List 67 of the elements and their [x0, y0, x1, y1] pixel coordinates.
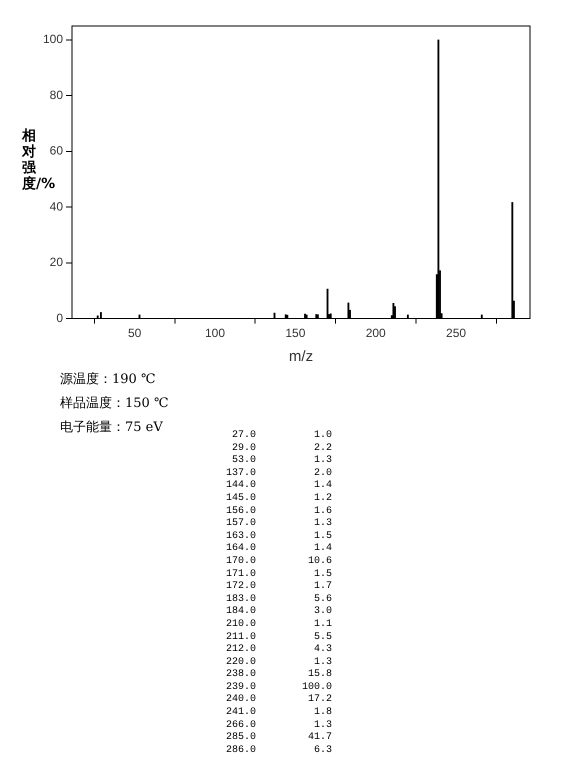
- text: 1.7: [312, 581, 332, 594]
- x-tick-label: 150: [285, 326, 306, 340]
- text: 171.0: [224, 568, 256, 581]
- text: 212.0: [224, 644, 256, 657]
- x-tick-label: 250: [446, 326, 466, 340]
- text: 1.3: [312, 518, 332, 531]
- text: 5.6: [312, 594, 332, 606]
- text: 源温度：190 ℃: [60, 371, 156, 389]
- text: 100.0: [300, 682, 332, 694]
- y-tick-label: 20: [50, 255, 64, 270]
- text: 样品温度：150 ℃: [60, 395, 168, 413]
- text: 211.0: [224, 632, 256, 644]
- text: 1.6: [312, 506, 332, 518]
- text: 41.7: [306, 732, 332, 745]
- text: 241.0: [224, 707, 256, 720]
- text: 1.4: [312, 480, 332, 493]
- text: 1.5: [312, 530, 332, 543]
- x-tick-label: 200: [366, 326, 386, 340]
- x-axis-title: m/z: [288, 348, 314, 366]
- text: 184.0: [224, 606, 256, 619]
- text: 210.0: [224, 618, 256, 632]
- text: 电子能量：75 eV: [60, 419, 164, 437]
- text: 163.0: [224, 530, 256, 543]
- text: 285.0: [224, 732, 256, 745]
- text: 172.0: [224, 581, 256, 594]
- text: 1.2: [312, 492, 332, 506]
- text: 1.3: [312, 720, 332, 732]
- y-tick-label: 100: [42, 32, 64, 46]
- y-tick-label: 40: [50, 199, 64, 214]
- text: 1.4: [312, 543, 332, 556]
- text: 164.0: [224, 543, 256, 556]
- text: 10.6: [306, 556, 332, 569]
- text: 145.0: [224, 492, 256, 506]
- text: 17.2: [306, 694, 332, 707]
- text: 5.5: [312, 632, 332, 644]
- text: 15.8: [306, 669, 332, 682]
- text: 4.3: [312, 644, 332, 657]
- text: 156.0: [224, 506, 256, 518]
- text: 1.1: [312, 618, 332, 632]
- text: 144.0: [224, 480, 256, 493]
- text: 2.0: [312, 468, 332, 480]
- text: 1.3: [312, 455, 332, 468]
- x-tick-label: 50: [128, 326, 142, 340]
- text: 3.0: [312, 606, 332, 619]
- text: 53.0: [230, 455, 256, 468]
- text: 6.3: [312, 744, 332, 758]
- text: 1.5: [312, 568, 332, 581]
- text: 286.0: [224, 744, 256, 758]
- text: 183.0: [224, 594, 256, 606]
- text: 29.0: [230, 442, 256, 455]
- text: 1.3: [312, 656, 332, 669]
- y-tick-label: 0: [56, 310, 64, 325]
- text: 157.0: [224, 518, 256, 531]
- text: 137.0: [224, 468, 256, 480]
- text: 27.0: [230, 430, 256, 443]
- text: 266.0: [224, 720, 256, 732]
- text: 2.2: [312, 442, 332, 455]
- x-tick-label: 100: [205, 326, 226, 340]
- y-tick-label: 80: [50, 88, 64, 102]
- text: 170.0: [224, 556, 256, 569]
- text: 1.8: [312, 707, 332, 720]
- y-tick-label: 60: [50, 144, 64, 158]
- text: 238.0: [224, 669, 256, 682]
- text: 220.0: [224, 656, 256, 669]
- text: 1.0: [312, 430, 332, 443]
- text: 240.0: [224, 694, 256, 707]
- text: 239.0: [224, 682, 256, 694]
